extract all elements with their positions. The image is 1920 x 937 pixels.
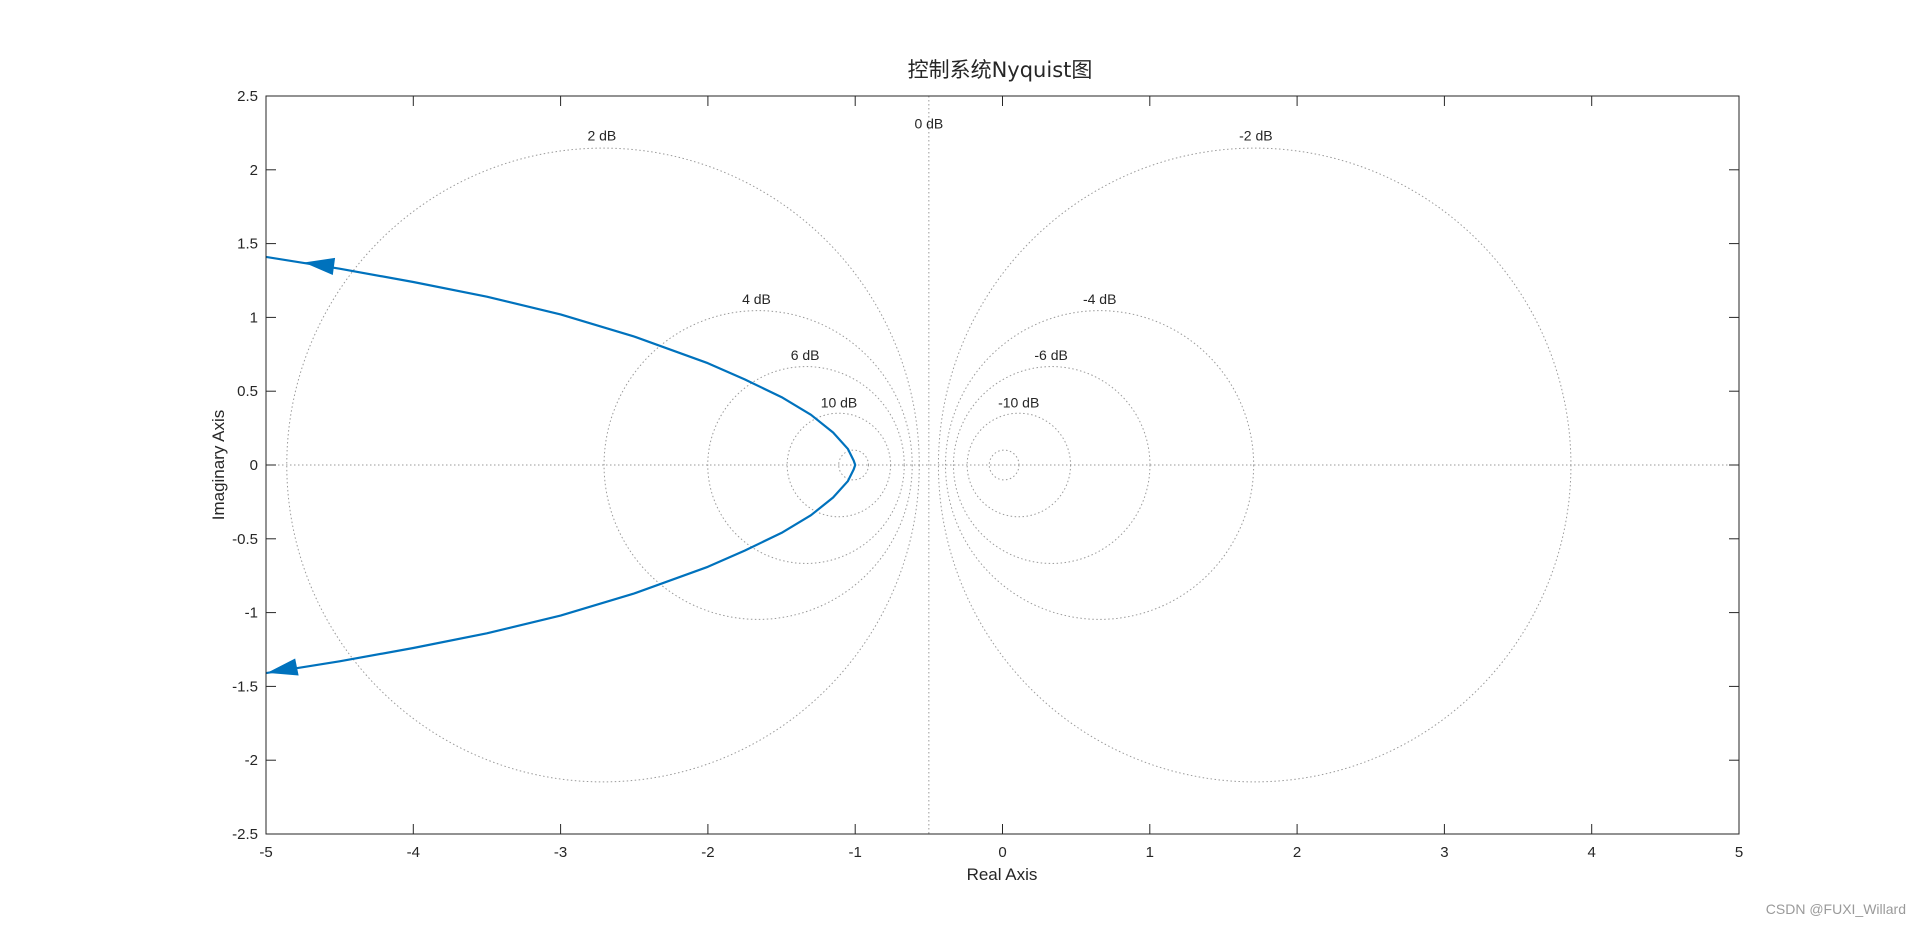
x-tick-label: -2 xyxy=(701,844,714,861)
y-tick-label: -0.5 xyxy=(232,531,258,548)
direction-arrow xyxy=(303,257,336,276)
y-tick-label: 2 xyxy=(250,162,258,179)
grid-db-label: -6 dB xyxy=(1034,347,1067,363)
grid-db-label: 10 dB xyxy=(821,394,858,410)
x-tick-label: 2 xyxy=(1293,844,1301,861)
y-tick-label: -1.5 xyxy=(232,678,258,695)
y-tick-label: -1 xyxy=(245,605,258,622)
x-axis-label: Real Axis xyxy=(967,865,1038,884)
chart-title: 控制系统Nyquist图 xyxy=(908,58,1093,82)
nyquist-curve xyxy=(266,255,857,675)
grid-db-label: 6 dB xyxy=(791,347,820,363)
plot-area-border xyxy=(265,95,1740,835)
axis-ticks: -5 -4 -3 -2 -1 0 1 2 3 4 5 2.5 2 1.5 1 0.5 0 -0.5 -1 -1.5 -2… xyxy=(232,88,1743,861)
x-tick-label: -1 xyxy=(849,844,862,861)
mcircle-grid xyxy=(266,96,1739,834)
mcircle-contour xyxy=(952,366,1151,564)
grid-db-label: -4 dB xyxy=(1083,291,1116,307)
y-tick-label: 0.5 xyxy=(237,383,258,400)
x-tick-label: 0 xyxy=(998,844,1006,861)
mcircle-contour xyxy=(603,310,913,620)
grid-db-label: 4 dB xyxy=(742,291,771,307)
x-tick-label: -5 xyxy=(259,844,272,861)
y-tick-label: 0 xyxy=(250,457,258,474)
mcircle-contour xyxy=(838,449,869,481)
direction-arrow xyxy=(267,658,299,676)
x-tick-label: -4 xyxy=(407,844,420,861)
grid-db-label: 0 dB xyxy=(914,115,943,131)
grid-db-label: -10 dB xyxy=(998,394,1039,410)
grid-db-label: 2 dB xyxy=(587,127,616,143)
grid-labels: 2 dB 0 dB -2 dB 4 dB -4 dB 6 dB -6 dB 10 dB -10 … xyxy=(587,115,1272,410)
y-tick-label: -2.5 xyxy=(232,826,258,843)
y-tick-label: -2 xyxy=(245,752,258,769)
x-tick-label: 4 xyxy=(1588,844,1596,861)
y-tick-label: 1 xyxy=(250,309,258,326)
x-tick-label: 1 xyxy=(1146,844,1154,861)
x-tick-label: -3 xyxy=(554,844,567,861)
watermark: CSDN @FUXI_Willard xyxy=(1765,901,1906,917)
mcircle-contour xyxy=(707,366,905,564)
nyquist-curves xyxy=(266,255,857,676)
mcircle-contour xyxy=(944,310,1255,620)
x-tick-label: 3 xyxy=(1440,844,1448,861)
y-tick-label: 2.5 xyxy=(237,88,258,105)
y-tick-label: 1.5 xyxy=(237,236,258,253)
y-axis-label: Imaginary Axis xyxy=(209,410,228,521)
x-tick-label: 5 xyxy=(1735,844,1743,861)
grid-db-label: -2 dB xyxy=(1239,127,1272,143)
